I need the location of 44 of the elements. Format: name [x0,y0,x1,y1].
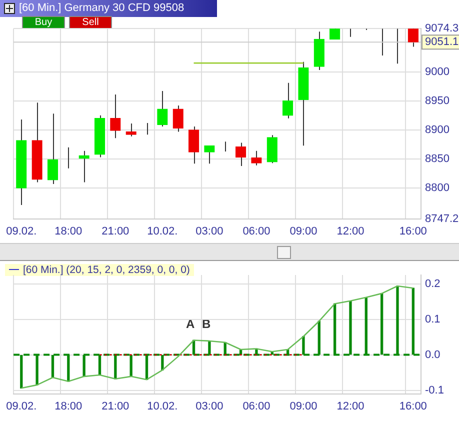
y-tick-label: 8900 [425,124,450,136]
y-tick-label: 8747.2 [425,212,459,225]
candlestick [204,145,215,164]
x-tick-label: 10.02. [147,225,178,238]
annotation: B [202,317,211,331]
y-tick-label: 9000 [425,66,450,78]
y-tick-label: 0.2 [425,278,440,290]
candlestick [251,150,262,166]
candlestick [47,113,58,185]
x-tick-label: 06:00 [242,225,270,238]
x-tick-label: 09:00 [290,400,318,412]
x-tick-label: 06:00 [242,400,270,412]
y-tick-label: -0.1 [425,384,444,396]
chart-title: [60 Min.] (20, 15, 2, 0, 2359, 0, 0, 0) [5,264,194,276]
annotation: A [186,317,195,331]
candlestick [266,134,278,164]
x-tick-label: 03:00 [196,400,224,412]
y-tick-label: 0.1 [425,313,440,326]
x-tick-label: 10.02. [147,400,178,412]
x-tick-label: 16:00 [399,225,427,238]
candlestick [78,150,90,183]
y-tick-label: 8800 [425,182,450,194]
x-tick-label: 09.02. [6,225,37,238]
y-tick-label: 8950 [425,94,450,107]
candlestick [188,126,200,164]
y-tick-label: 8850 [425,153,450,166]
candlestick [172,105,184,132]
text: Buy [22,16,65,29]
text: Sell [69,16,112,29]
x-tick-label: 09:00 [290,225,318,238]
x-tick-label: 09.02. [6,400,37,412]
x-tick-label: 12:00 [336,225,364,238]
candlestick [126,123,136,137]
x-tick-label: 12:00 [336,400,364,412]
x-tick-label: 21:00 [102,400,130,412]
x-tick-label: 16:00 [399,400,427,412]
ref-line-label: 9051.1 [425,36,459,48]
y-tick-label: 9074.3 [425,22,459,35]
x-tick-label: 18:00 [54,225,82,238]
x-tick-label: 03:00 [196,225,224,238]
x-tick-label: 21:00 [102,225,130,238]
y-tick-label: 0.0 [425,348,440,361]
chart-title: [60 Min.] Germany 30 CFD 99508 [0,0,217,17]
x-tick-label: 18:00 [54,400,82,412]
